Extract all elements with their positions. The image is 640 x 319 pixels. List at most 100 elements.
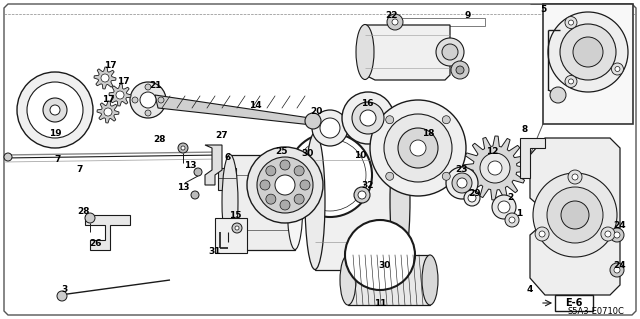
Circle shape	[498, 201, 510, 213]
Text: 20: 20	[310, 108, 322, 116]
Bar	[543, 4, 633, 124]
Ellipse shape	[422, 255, 438, 305]
Text: 29: 29	[468, 189, 481, 197]
Circle shape	[294, 194, 304, 204]
Text: 12: 12	[486, 147, 499, 157]
Circle shape	[605, 231, 611, 237]
Circle shape	[232, 223, 242, 233]
Polygon shape	[97, 101, 119, 123]
Text: 24: 24	[614, 220, 627, 229]
Circle shape	[266, 166, 276, 176]
Circle shape	[312, 110, 348, 146]
Circle shape	[550, 87, 566, 103]
Circle shape	[132, 97, 138, 103]
Text: 21: 21	[148, 80, 161, 90]
Circle shape	[535, 227, 549, 241]
Text: 4: 4	[527, 286, 533, 294]
Bar	[400, 18, 485, 26]
Polygon shape	[463, 136, 527, 200]
Circle shape	[181, 146, 185, 150]
Text: 15: 15	[228, 211, 241, 219]
Circle shape	[572, 174, 578, 180]
Ellipse shape	[222, 154, 238, 249]
Circle shape	[611, 63, 623, 75]
Polygon shape	[85, 215, 130, 250]
Circle shape	[43, 98, 67, 122]
Text: 30: 30	[379, 261, 391, 270]
Text: 2: 2	[507, 194, 513, 203]
Bar	[230, 155, 295, 250]
Circle shape	[456, 66, 464, 74]
Circle shape	[568, 170, 582, 184]
Text: 1: 1	[516, 209, 522, 218]
Circle shape	[280, 160, 290, 170]
Text: 6: 6	[225, 153, 231, 162]
Text: 18: 18	[422, 130, 435, 138]
Polygon shape	[365, 25, 450, 80]
Polygon shape	[155, 95, 312, 125]
Circle shape	[452, 173, 472, 193]
Circle shape	[568, 20, 573, 25]
Circle shape	[320, 118, 340, 138]
Circle shape	[17, 72, 93, 148]
Circle shape	[442, 44, 458, 60]
Text: 7: 7	[77, 166, 83, 174]
Circle shape	[140, 92, 156, 108]
Ellipse shape	[340, 255, 356, 305]
Text: 23: 23	[455, 166, 467, 174]
Text: 31: 31	[209, 248, 221, 256]
Text: 11: 11	[374, 299, 387, 308]
Circle shape	[194, 168, 202, 176]
Circle shape	[370, 100, 466, 196]
Text: 19: 19	[49, 129, 61, 137]
Text: 25: 25	[276, 147, 288, 157]
Bar	[218, 168, 236, 190]
Circle shape	[565, 17, 577, 29]
Circle shape	[360, 110, 376, 126]
Polygon shape	[348, 255, 430, 305]
Circle shape	[442, 116, 451, 124]
Text: 32: 32	[362, 181, 374, 189]
Bar	[555, 295, 593, 311]
Text: 13: 13	[177, 183, 189, 192]
Circle shape	[392, 19, 398, 25]
Circle shape	[145, 84, 151, 90]
Circle shape	[468, 194, 476, 202]
Circle shape	[568, 79, 573, 84]
Circle shape	[387, 14, 403, 30]
Circle shape	[533, 173, 617, 257]
Circle shape	[614, 232, 620, 238]
Text: 14: 14	[249, 100, 261, 109]
Circle shape	[288, 133, 372, 217]
Circle shape	[191, 191, 199, 199]
Circle shape	[505, 213, 519, 227]
Text: 3: 3	[62, 286, 68, 294]
Circle shape	[398, 128, 438, 168]
Circle shape	[247, 147, 323, 223]
Circle shape	[384, 114, 452, 182]
Circle shape	[358, 191, 366, 199]
Polygon shape	[94, 67, 116, 89]
Circle shape	[547, 187, 603, 243]
Circle shape	[480, 153, 510, 183]
Circle shape	[548, 12, 628, 92]
Circle shape	[280, 200, 290, 210]
Circle shape	[573, 37, 603, 67]
Circle shape	[457, 178, 467, 188]
Circle shape	[85, 213, 95, 223]
Circle shape	[294, 166, 304, 176]
Text: 17: 17	[104, 61, 116, 70]
Text: 26: 26	[89, 239, 101, 248]
Circle shape	[464, 190, 480, 206]
Circle shape	[565, 76, 577, 87]
Circle shape	[451, 61, 469, 79]
Text: 30: 30	[302, 149, 314, 158]
Circle shape	[235, 226, 239, 230]
Polygon shape	[315, 133, 400, 270]
Circle shape	[257, 157, 313, 213]
Circle shape	[442, 172, 451, 180]
Circle shape	[410, 140, 426, 156]
Text: 16: 16	[361, 100, 373, 108]
Circle shape	[436, 38, 464, 66]
Circle shape	[610, 228, 624, 242]
